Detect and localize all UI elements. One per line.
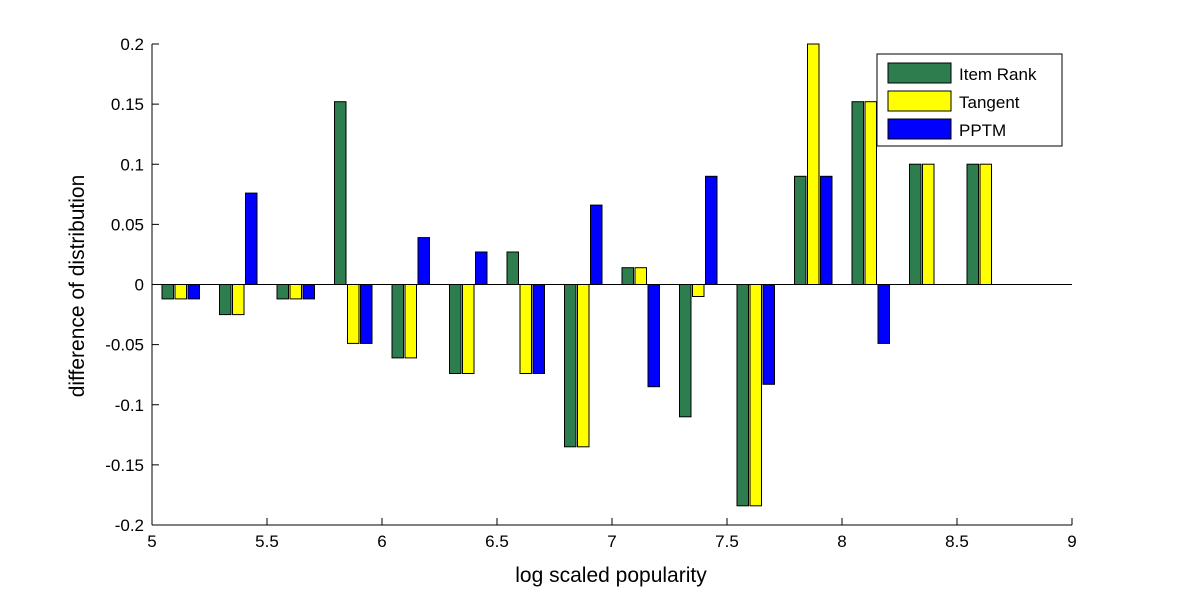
bar-tangent — [577, 284, 590, 448]
bar-pptm — [187, 284, 200, 300]
y-tick-label: 0 — [135, 276, 144, 295]
bar-pptm — [705, 175, 718, 285]
bar-item-rank — [679, 284, 692, 418]
bar-pptm — [877, 284, 890, 344]
bar-pptm — [245, 192, 258, 286]
y-tick-label: -0.15 — [105, 456, 144, 475]
y-tick-label: 0.2 — [120, 35, 144, 54]
bars-layer — [161, 43, 992, 507]
legend-label: Item Rank — [959, 65, 1037, 84]
bar-pptm — [762, 284, 775, 385]
bar-pptm — [302, 284, 315, 300]
bar-pptm — [532, 284, 545, 374]
bar-pptm — [590, 204, 603, 286]
x-tick-label: 9 — [1067, 532, 1076, 551]
y-tick-label: 0.05 — [111, 215, 144, 234]
bar-tangent — [347, 284, 360, 344]
legend-label: Tangent — [959, 93, 1020, 112]
bar-pptm — [360, 284, 373, 344]
bar-item-rank — [334, 101, 347, 285]
bar-item-rank — [449, 284, 462, 374]
y-tick-label: 0.15 — [111, 95, 144, 114]
bar-tangent — [864, 101, 877, 285]
bar-item-rank — [621, 267, 634, 286]
bar-tangent — [634, 267, 647, 286]
bar-pptm — [475, 251, 488, 285]
bar-tangent — [749, 284, 762, 507]
bar-pptm — [647, 284, 660, 388]
bar-tangent — [807, 43, 820, 285]
x-tick-label: 5 — [147, 532, 156, 551]
legend: Item Rank Tangent PPTM — [876, 53, 1063, 147]
x-tick-label: 7 — [607, 532, 616, 551]
axes-layer: -0.2 -0.15 -0.1 -0.05 0 0.05 0.1 0.15 0.2 5 5.5 6 6.… — [105, 35, 1076, 551]
bar-tangent — [519, 284, 532, 374]
x-tick-label: 7.5 — [715, 532, 739, 551]
bar-tangent — [289, 284, 302, 300]
y-tick-label: -0.05 — [105, 336, 144, 355]
bar-item-rank — [564, 284, 577, 448]
bar-item-rank — [276, 284, 289, 300]
bar-item-rank — [966, 163, 979, 285]
legend-label: PPTM — [959, 121, 1006, 140]
bar-item-rank — [909, 163, 922, 285]
bar-item-rank — [506, 251, 519, 285]
bar-tangent — [174, 284, 187, 300]
bar-item-rank — [391, 284, 404, 359]
bar-pptm — [820, 175, 833, 285]
y-tick-label: -0.1 — [115, 396, 144, 415]
bar-tangent — [232, 284, 245, 316]
bar-item-rank — [219, 284, 232, 316]
bar-item-rank — [851, 101, 864, 285]
bar-tangent — [404, 284, 417, 359]
x-tick-label: 8 — [837, 532, 846, 551]
bar-pptm — [417, 237, 430, 286]
bar-tangent — [922, 163, 935, 285]
y-axis-label: difference of distribution — [66, 175, 89, 398]
x-tick-label: 5.5 — [255, 532, 279, 551]
x-tick-label: 8.5 — [945, 532, 969, 551]
legend-swatch — [887, 62, 952, 84]
y-tick-label: -0.2 — [115, 516, 144, 535]
x-axis-label: log scaled popularity — [515, 564, 707, 587]
bar-tangent — [462, 284, 475, 374]
legend-swatch — [887, 90, 952, 112]
bar-item-rank — [794, 175, 807, 285]
legend-swatch — [887, 118, 952, 140]
x-tick-label: 6 — [377, 532, 386, 551]
bar-tangent — [979, 163, 992, 285]
y-tick-label: 0.1 — [120, 155, 144, 174]
bar-tangent — [692, 284, 705, 297]
bar-item-rank — [161, 284, 174, 300]
bar-item-rank — [736, 284, 749, 507]
x-tick-label: 6.5 — [485, 532, 509, 551]
